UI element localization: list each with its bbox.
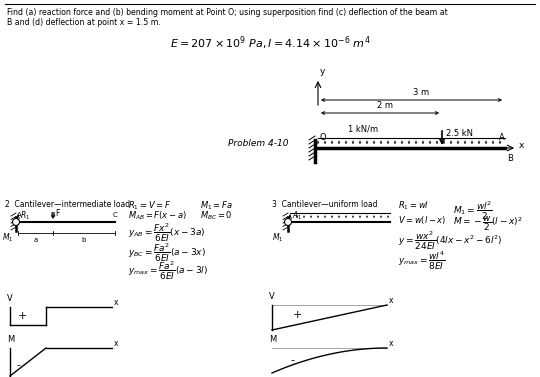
Text: a: a [33,237,38,243]
Text: $M_1 = Fa$: $M_1 = Fa$ [200,200,233,213]
Text: +: + [292,310,302,320]
Text: 2 m: 2 m [377,101,393,110]
Text: $y = \dfrac{wx^2}{24EI}(4lx - x^2 - 6l^2)$: $y = \dfrac{wx^2}{24EI}(4lx - x^2 - 6l^2… [398,230,503,252]
Text: A: A [499,133,505,142]
Text: $R_1 = V = F$: $R_1 = V = F$ [128,200,171,213]
Text: Problem 4-10: Problem 4-10 [228,138,288,147]
Text: 3  Cantilever—uniform load: 3 Cantilever—uniform load [272,200,377,209]
Text: $M_1$: $M_1$ [2,232,14,245]
Text: C: C [113,212,117,218]
Text: 2.5 kN: 2.5 kN [446,130,473,138]
Text: B and (d) deflection at point x = 1.5 m.: B and (d) deflection at point x = 1.5 m. [7,18,161,27]
Text: $M_1 = \dfrac{wl^2}{2}$: $M_1 = \dfrac{wl^2}{2}$ [453,200,493,222]
Text: M: M [269,335,276,344]
Text: $R_1 = wl$: $R_1 = wl$ [398,200,429,213]
Text: b: b [82,237,86,243]
Text: $y_{max} = \dfrac{Fa^2}{6EI}(a - 3l)$: $y_{max} = \dfrac{Fa^2}{6EI}(a - 3l)$ [128,260,208,282]
Text: x: x [519,141,524,150]
Text: $E = 207 \times 10^9\ Pa, I = 4.14 \times 10^{-6}\ m^4$: $E = 207 \times 10^9\ Pa, I = 4.14 \time… [170,34,370,52]
Text: V: V [7,294,13,303]
Text: x: x [389,296,394,305]
Text: 1 kN/m: 1 kN/m [348,125,378,134]
Text: $y_{max} = \dfrac{wl^4}{8EI}$: $y_{max} = \dfrac{wl^4}{8EI}$ [398,250,446,272]
Text: O: O [320,133,327,142]
Text: +: + [17,311,26,321]
Text: $R_1$: $R_1$ [20,210,30,222]
Circle shape [12,219,19,225]
Text: x: x [114,339,118,348]
Text: $A_1$: $A_1$ [292,210,302,222]
Text: B: B [51,212,56,218]
Text: x: x [114,298,118,307]
Text: x: x [389,339,394,348]
Text: $V = w(l - x)$: $V = w(l - x)$ [398,214,446,226]
Text: $M = -\dfrac{w}{2}(l - x)^2$: $M = -\dfrac{w}{2}(l - x)^2$ [453,214,523,233]
Text: $y_{BC} = \dfrac{Fa^2}{6EI}(a - 3x)$: $y_{BC} = \dfrac{Fa^2}{6EI}(a - 3x)$ [128,242,206,264]
Text: $M_{BC} = 0$: $M_{BC} = 0$ [200,210,233,222]
Text: 2  Cantilever—intermediate load: 2 Cantilever—intermediate load [5,200,130,209]
Text: $M_1$: $M_1$ [272,232,284,245]
Text: -: - [290,356,294,365]
Text: Find (a) reaction force and (b) bending moment at Point O; using superposition f: Find (a) reaction force and (b) bending … [7,8,448,17]
Text: y: y [320,67,326,76]
Text: -: - [16,360,20,370]
Text: V: V [269,292,275,301]
Text: B: B [507,154,513,163]
Text: $M_{AB} = F(x - a)$: $M_{AB} = F(x - a)$ [128,210,187,222]
Text: 3 m: 3 m [414,88,429,97]
Circle shape [285,219,292,225]
Text: $y_{AB} = \dfrac{Fx^2}{6EI}(x - 3a)$: $y_{AB} = \dfrac{Fx^2}{6EI}(x - 3a)$ [128,222,206,244]
Text: A: A [17,212,22,218]
Text: M: M [7,335,14,344]
Text: F: F [55,210,59,219]
